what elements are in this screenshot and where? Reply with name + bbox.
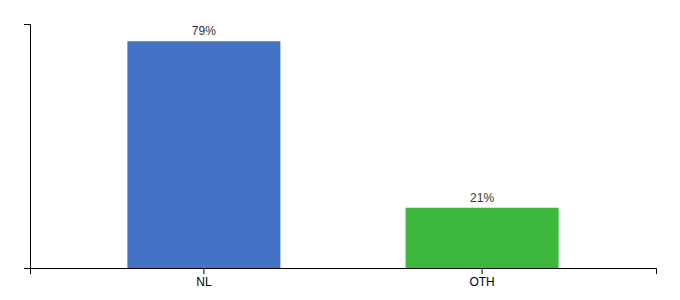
data-labels: 79% 21% bbox=[192, 24, 495, 204]
bar bbox=[406, 208, 559, 268]
x-tick-mark bbox=[203, 268, 204, 274]
y-axis bbox=[24, 25, 31, 269]
x-tick-mark bbox=[482, 268, 483, 274]
y-axis-line bbox=[24, 25, 31, 269]
data-label: 21% bbox=[470, 191, 494, 205]
x-tick-label: NL bbox=[196, 275, 212, 289]
bar bbox=[127, 41, 280, 268]
chart: NL OTH 79% 21% bbox=[0, 0, 680, 300]
x-tick-label: OTH bbox=[469, 275, 494, 289]
plot: NL OTH 79% 21% bbox=[24, 24, 657, 288]
bars bbox=[127, 41, 558, 268]
x-tick: OTH bbox=[469, 268, 494, 289]
x-axis: NL OTH bbox=[31, 268, 657, 289]
x-tick: NL bbox=[196, 268, 212, 289]
x-axis-line bbox=[31, 269, 657, 275]
data-label: 79% bbox=[192, 24, 216, 38]
